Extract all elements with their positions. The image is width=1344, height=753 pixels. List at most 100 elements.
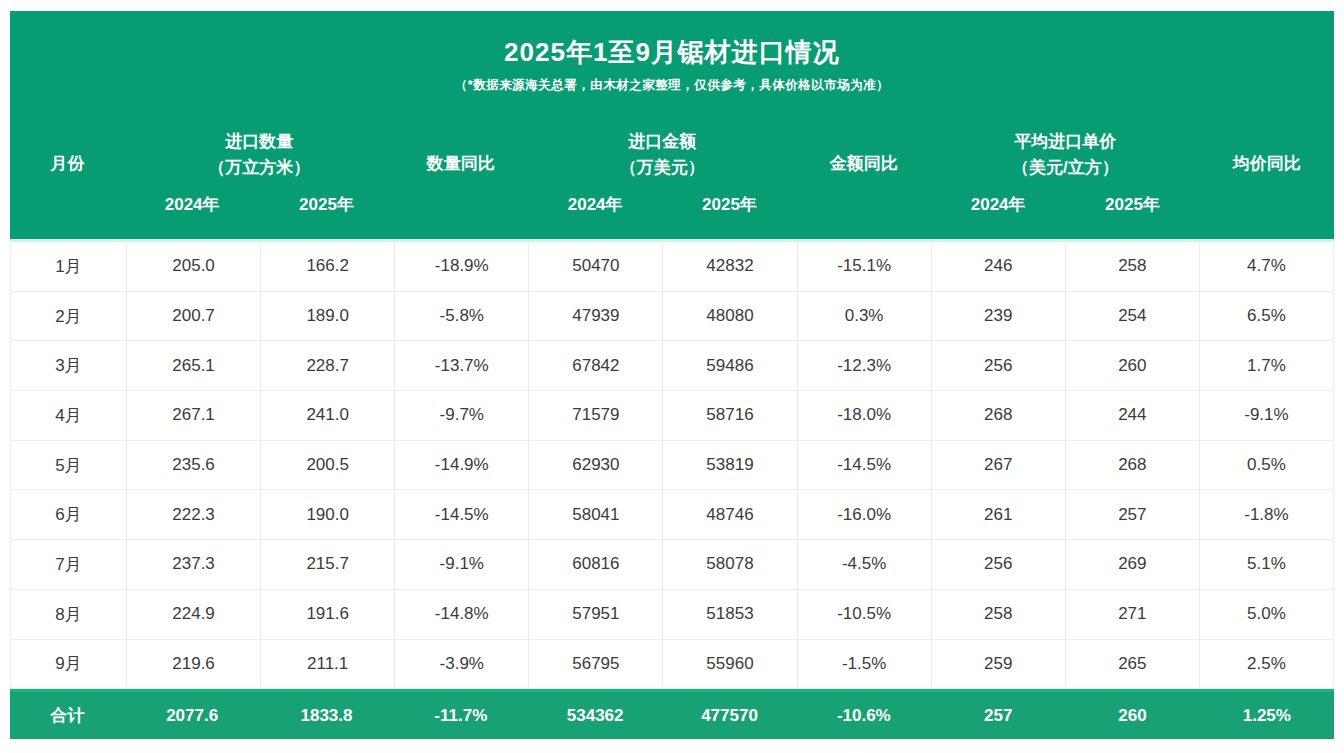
cell-price-2025: 265 [1065,640,1199,689]
cell-amt-2024: 57951 [528,590,662,639]
cell-month: 2月 [11,292,126,341]
cell-qty-yoy: -9.1% [394,540,528,589]
table-row: 1月 205.0 166.2 -18.9% 50470 42832 -15.1%… [11,242,1333,292]
column-header-import-amount: 进口金额 （万美元） [528,129,797,181]
table-row: 4月 267.1 241.0 -9.7% 71579 58716 -18.0% … [11,391,1333,441]
cell-amt-2024: 71579 [528,391,662,440]
cell-qty-2024: 219.6 [126,640,260,689]
cell-total-label: 合计 [10,692,125,739]
cell-month: 3月 [11,341,126,390]
cell-total-amt-2024: 534362 [528,692,662,739]
cell-qty-yoy: -14.5% [394,490,528,539]
cell-amt-2024: 67842 [528,341,662,390]
avg-unit-price-unit: （美元/立方） [1012,155,1119,181]
cell-amt-yoy: 0.3% [797,292,931,341]
cell-price-2024: 267 [931,441,1065,490]
cell-amt-2025: 55960 [662,640,796,689]
table-row: 3月 265.1 228.7 -13.7% 67842 59486 -12.3%… [11,341,1333,391]
cell-amt-yoy: -15.1% [797,242,931,291]
page-subtitle: （*数据来源海关总署，由木材之家整理，仅供参考，具体价格以市场为准） [10,77,1334,93]
column-header-import-quantity: 进口数量 （万立方米） [125,129,394,181]
cell-month: 4月 [11,391,126,440]
cell-price-yoy: 6.5% [1199,292,1333,341]
cell-amt-2025: 53819 [662,441,796,490]
cell-month: 5月 [11,441,126,490]
column-header-amount-yoy: 金额同比 [797,99,931,227]
cell-price-yoy: -1.8% [1199,490,1333,539]
cell-month: 1月 [11,242,126,291]
table-row: 7月 237.3 215.7 -9.1% 60816 58078 -4.5% 2… [11,540,1333,590]
cell-qty-2025: 211.1 [260,640,394,689]
cell-amt-2025: 51853 [662,590,796,639]
cell-qty-yoy: -9.7% [394,391,528,440]
column-header-row: 月份 进口数量 （万立方米） 数量同比 进口金额 （万美元） 金额同比 平均进口… [10,99,1334,227]
table-row: 5月 235.6 200.5 -14.9% 62930 53819 -14.5%… [11,441,1333,491]
cell-qty-yoy: -14.8% [394,590,528,639]
cell-amt-2024: 47939 [528,292,662,341]
cell-month: 6月 [11,490,126,539]
cell-qty-2024: 267.1 [126,391,260,440]
cell-amt-2025: 59486 [662,341,796,390]
cell-total-amt-yoy: -10.6% [797,692,931,739]
cell-total-qty-2025: 1833.8 [259,692,393,739]
cell-qty-2024: 205.0 [126,242,260,291]
import-quantity-unit: （万立方米） [208,155,310,181]
table-row: 9月 219.6 211.1 -3.9% 56795 55960 -1.5% 2… [11,640,1333,690]
cell-price-2025: 269 [1065,540,1199,589]
cell-price-2025: 268 [1065,441,1199,490]
cell-amt-yoy: -16.0% [797,490,931,539]
page-title: 2025年1至9月锯材进口情况 [10,11,1334,69]
cell-qty-2025: 191.6 [260,590,394,639]
table-row: 2月 200.7 189.0 -5.8% 47939 48080 0.3% 23… [11,292,1333,342]
cell-qty-2025: 241.0 [260,391,394,440]
column-header-quantity-yoy: 数量同比 [394,99,528,227]
cell-qty-2025: 190.0 [260,490,394,539]
import-table: 2025年1至9月锯材进口情况 （*数据来源海关总署，由木材之家整理，仅供参考，… [10,11,1334,739]
cell-price-yoy: 0.5% [1199,441,1333,490]
cell-price-2024: 256 [931,341,1065,390]
cell-price-yoy: 4.7% [1199,242,1333,291]
cell-qty-2025: 189.0 [260,292,394,341]
column-header-month: 月份 [10,99,125,227]
cell-total-price-2024: 257 [931,692,1065,739]
subheader-amt-2024: 2024年 [528,181,662,227]
cell-amt-2024: 60816 [528,540,662,589]
column-header-avg-unit-price: 平均进口单价 （美元/立方） [931,129,1200,181]
cell-amt-yoy: -14.5% [797,441,931,490]
cell-month: 7月 [11,540,126,589]
cell-amt-2025: 48080 [662,292,796,341]
cell-qty-2024: 235.6 [126,441,260,490]
cell-qty-2024: 222.3 [126,490,260,539]
cell-amt-yoy: -1.5% [797,640,931,689]
cell-qty-yoy: -18.9% [394,242,528,291]
cell-price-2025: 260 [1065,341,1199,390]
cell-price-2025: 257 [1065,490,1199,539]
cell-price-2025: 271 [1065,590,1199,639]
cell-amt-yoy: -18.0% [797,391,931,440]
cell-qty-2024: 265.1 [126,341,260,390]
subheader-price-2024: 2024年 [931,181,1065,227]
table-body: 1月 205.0 166.2 -18.9% 50470 42832 -15.1%… [10,242,1334,689]
cell-price-2024: 261 [931,490,1065,539]
cell-amt-2024: 50470 [528,242,662,291]
cell-amt-yoy: -4.5% [797,540,931,589]
cell-amt-2024: 62930 [528,441,662,490]
cell-qty-yoy: -13.7% [394,341,528,390]
table-header-panel: 2025年1至9月锯材进口情况 （*数据来源海关总署，由木材之家整理，仅供参考，… [10,11,1334,242]
cell-total-qty-yoy: -11.7% [394,692,528,739]
cell-price-2025: 244 [1065,391,1199,440]
cell-qty-2025: 228.7 [260,341,394,390]
cell-amt-2025: 58078 [662,540,796,589]
cell-price-2025: 258 [1065,242,1199,291]
cell-amt-yoy: -10.5% [797,590,931,639]
import-amount-unit: （万美元） [620,155,705,181]
cell-qty-2024: 224.9 [126,590,260,639]
total-row: 合计 2077.6 1833.8 -11.7% 534362 477570 -1… [10,689,1334,739]
cell-price-2024: 268 [931,391,1065,440]
cell-month: 9月 [11,640,126,689]
cell-price-2024: 256 [931,540,1065,589]
subheader-price-2025: 2025年 [1065,181,1199,227]
cell-qty-2025: 215.7 [260,540,394,589]
cell-qty-2025: 200.5 [260,441,394,490]
cell-qty-yoy: -14.9% [394,441,528,490]
